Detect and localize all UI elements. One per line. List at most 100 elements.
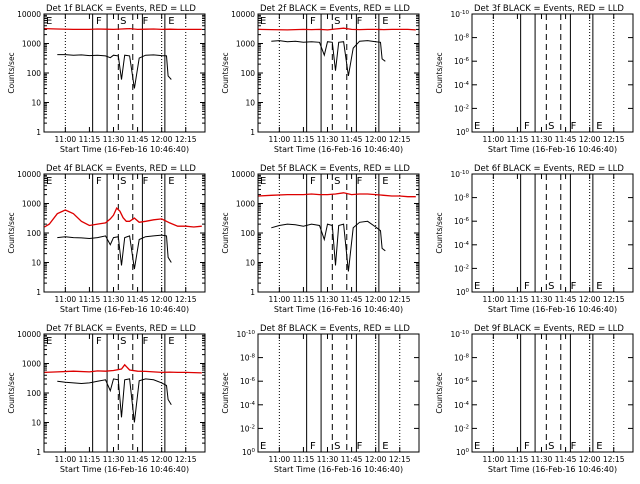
y-tick-label: 100: [241, 69, 256, 78]
phase-marker-f: F: [571, 281, 577, 292]
x-tick-label: 12:15: [175, 455, 197, 464]
panel-title: Det 5f BLACK = Events, RED = LLD: [260, 164, 410, 174]
y-tick-label: 1000: [236, 40, 255, 49]
phase-marker-e: E: [596, 281, 602, 292]
events-series-line: [57, 54, 172, 89]
x-tick-label: 11:00: [55, 135, 77, 144]
phase-marker-e: E: [168, 336, 174, 347]
x-tick-label: 11:00: [483, 135, 505, 144]
phase-marker-e: E: [260, 176, 266, 187]
y-tick-label: 10-10: [450, 330, 469, 339]
plot-frame: [43, 173, 206, 293]
y-tick-label: 10000: [17, 330, 41, 339]
x-tick-label: 11:15: [293, 135, 315, 144]
phase-marker-e: E: [382, 176, 388, 187]
x-axis-label: Start Time (16-Feb-16 10:46:40): [60, 305, 189, 314]
y-tick-label: 100: [456, 288, 470, 297]
y-tick-label: 10-8: [454, 194, 470, 203]
x-axis-label: Start Time (16-Feb-16 10:46:40): [488, 465, 617, 474]
phase-marker-e: E: [474, 281, 480, 292]
x-tick-label: 11:45: [341, 295, 363, 304]
y-axis-label: Counts/sec: [7, 372, 16, 413]
panel-det-7: Det 7f BLACK = Events, RED = LLD 1 10 100 10…: [7, 324, 206, 474]
phase-marker-f: F: [357, 16, 363, 27]
phase-marker-s: S: [548, 441, 554, 452]
y-tick-label: 10: [245, 99, 255, 108]
phase-marker-e: E: [474, 121, 480, 132]
y-axis-label: Counts/sec: [435, 372, 444, 413]
x-tick-label: 12:00: [365, 455, 387, 464]
x-tick-label: 11:45: [341, 455, 363, 464]
x-tick-label: 12:15: [603, 295, 625, 304]
x-tick-label: 11:30: [103, 295, 125, 304]
panel-title: Det 7f BLACK = Events, RED = LLD: [46, 324, 196, 334]
phase-marker-f: F: [524, 281, 530, 292]
x-tick-label: 11:00: [483, 455, 505, 464]
phase-marker-f: F: [310, 16, 316, 27]
phase-marker-f: F: [571, 121, 577, 132]
y-tick-label: 100: [27, 69, 42, 78]
x-tick-label: 12:15: [603, 135, 625, 144]
lld-series-line: [44, 363, 202, 374]
phase-marker-s: S: [334, 441, 340, 452]
phase-marker-s: S: [334, 16, 340, 27]
x-tick-label: 11:30: [531, 135, 553, 144]
x-tick-label: 11:30: [531, 455, 553, 464]
x-tick-label: 12:00: [579, 455, 601, 464]
x-tick-label: 12:15: [175, 135, 197, 144]
y-tick-label: 10: [245, 259, 255, 268]
y-tick-label: 100: [27, 229, 42, 238]
plot-frame: [43, 333, 206, 453]
x-tick-label: 11:15: [293, 295, 315, 304]
x-tick-label: 11:15: [79, 135, 101, 144]
y-tick-label: 10-2: [454, 424, 469, 433]
y-axis-label: Counts/sec: [435, 212, 444, 253]
x-tick-label: 11:30: [317, 455, 339, 464]
x-tick-label: 11:00: [269, 135, 291, 144]
y-tick-label: 10-8: [240, 354, 256, 363]
phase-marker-e: E: [46, 176, 52, 187]
phase-marker-f: F: [143, 336, 149, 347]
x-tick-label: 12:00: [151, 135, 173, 144]
x-tick-label: 12:15: [175, 295, 197, 304]
x-tick-label: 11:15: [507, 135, 529, 144]
y-tick-label: 10-10: [236, 330, 255, 339]
y-axis-label: Counts/sec: [7, 212, 16, 253]
phase-marker-f: F: [96, 16, 102, 27]
y-axis-label: Counts/sec: [7, 52, 16, 93]
panel-det-9: Det 9f BLACK = Events, RED = LLD 100 10-2 1…: [435, 324, 634, 474]
x-tick-label: 12:00: [151, 455, 173, 464]
lld-series-line: [258, 192, 416, 198]
x-tick-label: 12:00: [151, 295, 173, 304]
x-axis-label: Start Time (16-Feb-16 10:46:40): [274, 145, 403, 154]
y-tick-label: 10: [31, 99, 41, 108]
y-tick-label: 10000: [17, 10, 41, 19]
x-tick-label: 11:30: [317, 135, 339, 144]
y-axis-label: Counts/sec: [221, 52, 230, 93]
events-series-line: [57, 378, 172, 423]
plot-frame: [43, 13, 206, 133]
y-tick-label: 10: [31, 259, 41, 268]
x-axis-label: Start Time (16-Feb-16 10:46:40): [60, 145, 189, 154]
events-series-line: [57, 234, 172, 270]
y-tick-label: 10000: [17, 170, 41, 179]
phase-marker-e: E: [260, 16, 266, 27]
panel-det-6: Det 6f BLACK = Events, RED = LLD 100 10-2 1…: [435, 164, 634, 314]
phase-marker-f: F: [357, 176, 363, 187]
plot-frame: [471, 173, 634, 293]
phase-marker-f: F: [310, 441, 316, 452]
y-tick-label: 10-10: [450, 10, 469, 19]
y-tick-label: 1: [36, 448, 41, 457]
x-tick-label: 11:45: [341, 135, 363, 144]
x-tick-label: 12:00: [365, 295, 387, 304]
y-tick-label: 1: [36, 288, 41, 297]
x-tick-label: 11:15: [293, 455, 315, 464]
phase-marker-s: S: [120, 16, 126, 27]
phase-marker-f: F: [524, 121, 530, 132]
x-tick-label: 11:45: [555, 295, 577, 304]
x-tick-label: 11:45: [555, 455, 577, 464]
phase-marker-f: F: [571, 441, 577, 452]
y-tick-label: 10-6: [454, 57, 470, 66]
panel-title: Det 1f BLACK = Events, RED = LLD: [46, 4, 196, 14]
